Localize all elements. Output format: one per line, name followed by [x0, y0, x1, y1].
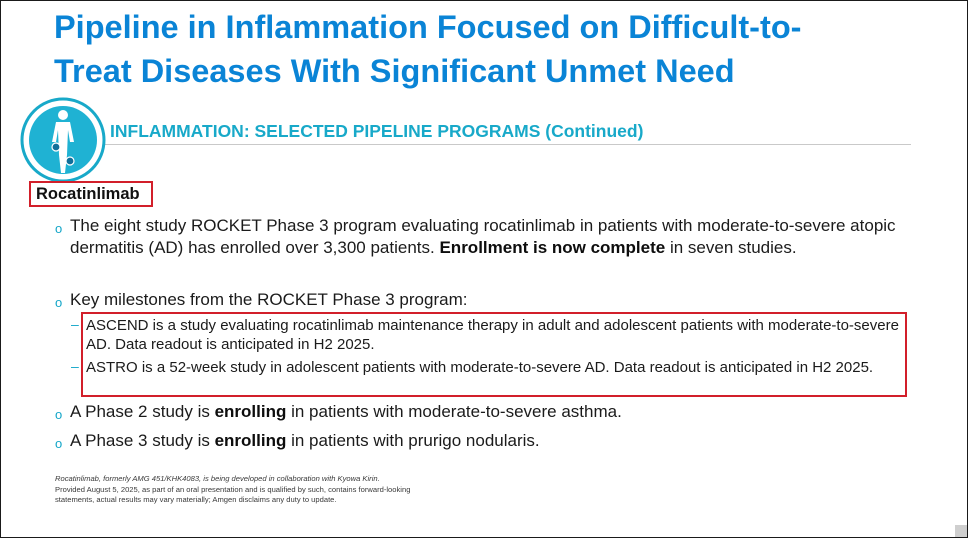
bullet-prurigo: A Phase 3 study is enrolling in patients…: [70, 430, 930, 452]
sub-bullet-marker: –: [71, 316, 79, 332]
section-divider: [101, 144, 911, 145]
product-name-highlight: Rocatinlimab: [29, 181, 153, 207]
bullet-marker: o: [55, 221, 63, 236]
bullet-marker: o: [55, 407, 63, 422]
bullet-asthma: A Phase 2 study is enrolling in patients…: [70, 401, 930, 423]
milestones-highlight-box: [81, 312, 907, 397]
bullet-marker: o: [55, 436, 63, 451]
bullet-bold-text: Enrollment is now complete: [439, 237, 666, 257]
sub-bullet-ascend: ASCEND is a study evaluating rocatinlima…: [86, 317, 899, 353]
bullet-marker: o: [55, 295, 63, 310]
bullet-text: in patients with prurigo nodularis.: [286, 431, 540, 450]
slide-corner-shadow: [955, 525, 967, 537]
footnote-collaboration: Rocatinlimab, formerly AMG 451/KHK4083, …: [55, 474, 380, 483]
bullet-bold-text: enrolling: [214, 402, 287, 421]
footnote: Rocatinlimab, formerly AMG 451/KHK4083, …: [55, 474, 435, 506]
slide-title: Pipeline in Inflammation Focused on Diff…: [54, 5, 934, 93]
section-label: INFLAMMATION: SELECTED PIPELINE PROGRAMS…: [110, 121, 644, 141]
bullet-enrollment: The eight study ROCKET Phase 3 program e…: [70, 215, 930, 258]
bullet-text: in seven studies.: [665, 237, 797, 257]
bullet-text: in patients with moderate-to-severe asth…: [286, 402, 622, 421]
bullet-text: The eight study ROCKET Phase 3 program e…: [70, 216, 896, 257]
footnote-disclaimer: Provided August 5, 2025, as part of an o…: [55, 484, 411, 505]
bullet-bold-text: enrolling: [214, 431, 287, 450]
slide-title-line-2: Treat Diseases With Significant Unmet Ne…: [54, 53, 735, 89]
bullet-text: A Phase 2 study is: [70, 402, 215, 421]
bullet-text: A Phase 3 study is: [70, 431, 215, 450]
bullet-text: Key milestones from the ROCKET Phase 3 p…: [70, 290, 468, 309]
sub-bullet-marker: –: [71, 358, 79, 374]
slide-title-line-1: Pipeline in Inflammation Focused on Diff…: [54, 9, 802, 45]
bullet-milestones: Key milestones from the ROCKET Phase 3 p…: [70, 289, 930, 311]
sub-bullet-astro: ASTRO is a 52-week study in adolescent p…: [86, 359, 874, 376]
human-body-inflammation-icon: [20, 97, 106, 183]
